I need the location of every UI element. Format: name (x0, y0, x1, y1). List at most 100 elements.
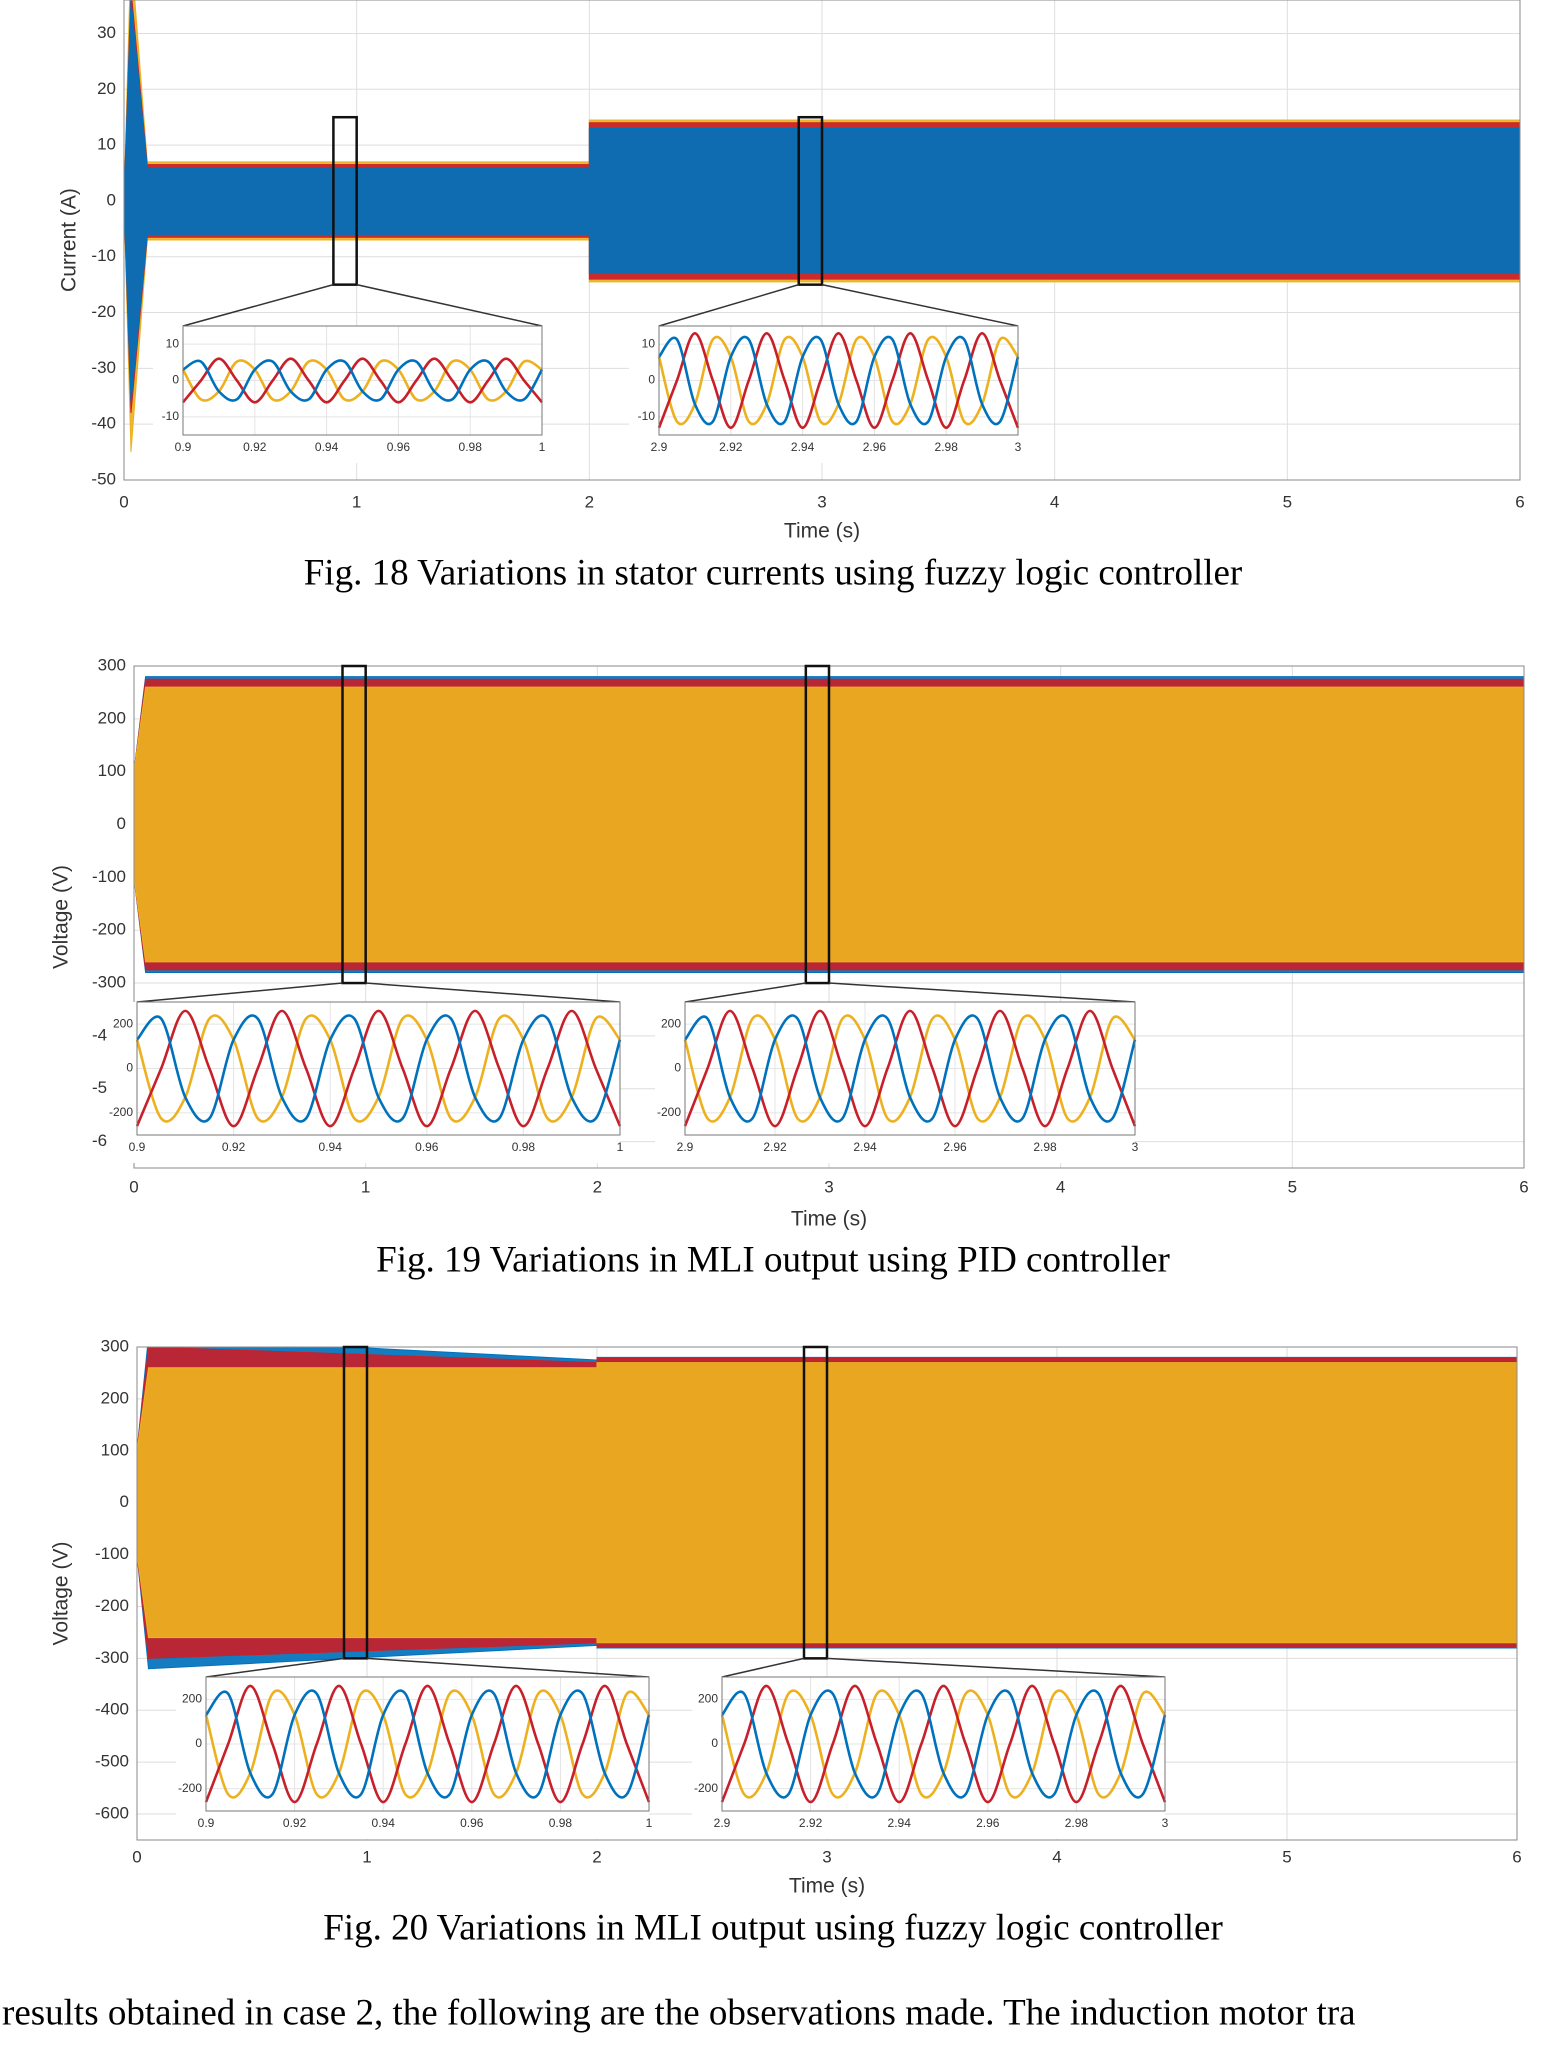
x-tick-label: 3 (817, 492, 826, 511)
inset-box (136, 1001, 621, 1136)
body-text: results obtained in case 2, the followin… (2, 1992, 1356, 2033)
inset-y-tick-label: 0 (195, 1736, 202, 1750)
inset-x-tick-label: 0.98 (512, 1140, 536, 1154)
inset-x-tick-label: 0.96 (415, 1140, 439, 1154)
inset-x-tick-label: 2.98 (1065, 1816, 1089, 1830)
inset-x-tick-label: 2.9 (651, 440, 668, 454)
inset-box (182, 325, 543, 436)
x-tick-label: 2 (592, 1847, 601, 1866)
inset-x-tick-label: 2.98 (1033, 1140, 1057, 1154)
x-tick-label: 6 (1519, 1177, 1528, 1196)
y-tick-label: -600 (95, 1804, 129, 1823)
y-axis-label: Voltage (V) (50, 865, 73, 969)
y-tick-label: 300 (98, 655, 126, 674)
y-tick-label: 300 (101, 1336, 129, 1355)
inset-x-tick-label: 2.92 (719, 440, 743, 454)
inset-box (205, 1676, 650, 1812)
inset-y-tick-label: 0 (126, 1061, 133, 1075)
figure-caption: Fig. 20 Variations in MLI output using f… (323, 1907, 1223, 1948)
inset-x-tick-label: 2.96 (863, 440, 887, 454)
inset-x-tick-label: 0.9 (175, 440, 192, 454)
inset-x-tick-label: 0.92 (243, 440, 267, 454)
x-tick-label: 3 (822, 1847, 831, 1866)
y-tick-label: -300 (95, 1648, 129, 1667)
inset-x-tick-label: 0.94 (319, 1140, 343, 1154)
x-tick-label: 3 (824, 1177, 833, 1196)
y-tick-label: 30 (97, 23, 116, 42)
y-tick-label: 100 (101, 1440, 129, 1459)
inset-x-tick-label: 0.96 (387, 440, 411, 454)
x-tick-label: 4 (1052, 1847, 1061, 1866)
x-tick-label: 4 (1050, 492, 1059, 511)
y-tick-label: -50 (91, 469, 116, 488)
y-tick-label: -100 (92, 867, 126, 886)
inset-x-tick-label: 3 (1132, 1140, 1139, 1154)
figure: 0123456-600-500-400-300-200-100010020030… (50, 655, 1529, 1280)
inset-y-tick-label: -200 (694, 1781, 718, 1795)
axes-box (123, 0, 1521, 481)
zoom-connector (826, 1657, 1166, 1678)
x-tick-label: 2 (593, 1177, 602, 1196)
zoom-box (342, 1345, 369, 1660)
inset-x-tick-label: 2.94 (791, 440, 815, 454)
y-tick-label: -10 (91, 246, 116, 265)
y-tick-label: -30 (91, 358, 116, 377)
y-tick-label: 10 (97, 135, 116, 154)
inset-x-tick-label: 0.98 (549, 1816, 573, 1830)
inset-y-tick-label: -10 (162, 409, 180, 423)
inset-x-tick-label: 1 (646, 1816, 653, 1830)
inset-y-tick-label: 10 (642, 336, 656, 350)
x-tick-label: 1 (361, 1177, 370, 1196)
zoom-connector (821, 283, 1019, 327)
inset-y-tick-label: 200 (661, 1016, 681, 1030)
y-tick-label: 200 (98, 708, 126, 727)
inset-x-tick-label: 0.94 (372, 1816, 396, 1830)
inset-x-tick-label: 0.9 (129, 1140, 146, 1154)
inset-box (721, 1676, 1166, 1812)
inset-x-tick-label: 0.92 (222, 1140, 246, 1154)
inset-y-tick-label: 200 (698, 1692, 718, 1706)
figure-caption: Fig. 19 Variations in MLI output using P… (376, 1239, 1170, 1280)
inset-y-tick-label: -10 (638, 409, 656, 423)
inset-x-tick-label: 2.92 (763, 1140, 787, 1154)
inset-waveform (657, 335, 1020, 426)
inset-x-tick-label: 0.96 (460, 1816, 484, 1830)
zoom-connector (721, 1657, 805, 1678)
inset-y-tick-label: -200 (178, 1781, 202, 1795)
inset-y-tick-label: 0 (674, 1061, 681, 1075)
zoom-connector (356, 283, 543, 327)
x-tick-label: 4 (1056, 1177, 1065, 1196)
inset-box (658, 325, 1019, 436)
inset-x-tick-label: 2.96 (976, 1816, 1000, 1830)
inset-waveform (204, 1689, 651, 1799)
zoom-box (332, 115, 358, 286)
figure-caption: Fig. 18 Variations in stator currents us… (304, 552, 1243, 593)
inset-x-tick-label: 0.9 (198, 1816, 215, 1830)
y-tick-label: 0 (117, 814, 126, 833)
inset-waveform (182, 359, 544, 402)
inset-box (684, 1001, 1136, 1136)
inset-x-tick-label: 2.98 (935, 440, 959, 454)
y-tick-label: -400 (95, 1700, 129, 1719)
x-tick-label: 0 (119, 492, 128, 511)
zoom-connector (182, 283, 334, 327)
y-tick-label: -100 (95, 1544, 129, 1563)
y-axis-label: Current (A) (58, 188, 81, 292)
zoom-box (341, 664, 367, 985)
zoom-connector (136, 982, 343, 1003)
inset-x-tick-label: 0.94 (315, 440, 339, 454)
zoom-connector (205, 1657, 345, 1678)
inset-x-tick-label: 0.98 (459, 440, 483, 454)
zoom-connector (366, 1657, 650, 1678)
y-tick-label: 20 (97, 79, 116, 98)
y-axis-label: Voltage (V) (50, 1542, 73, 1646)
inset-x-tick-label: 1 (617, 1140, 624, 1154)
y-tick-label: -300 (92, 973, 126, 992)
inset-x-tick-label: 2.96 (943, 1140, 967, 1154)
zoom-connector (365, 982, 621, 1003)
inset-x-tick-label: 2.9 (714, 1816, 731, 1830)
x-tick-label: 5 (1282, 1847, 1291, 1866)
